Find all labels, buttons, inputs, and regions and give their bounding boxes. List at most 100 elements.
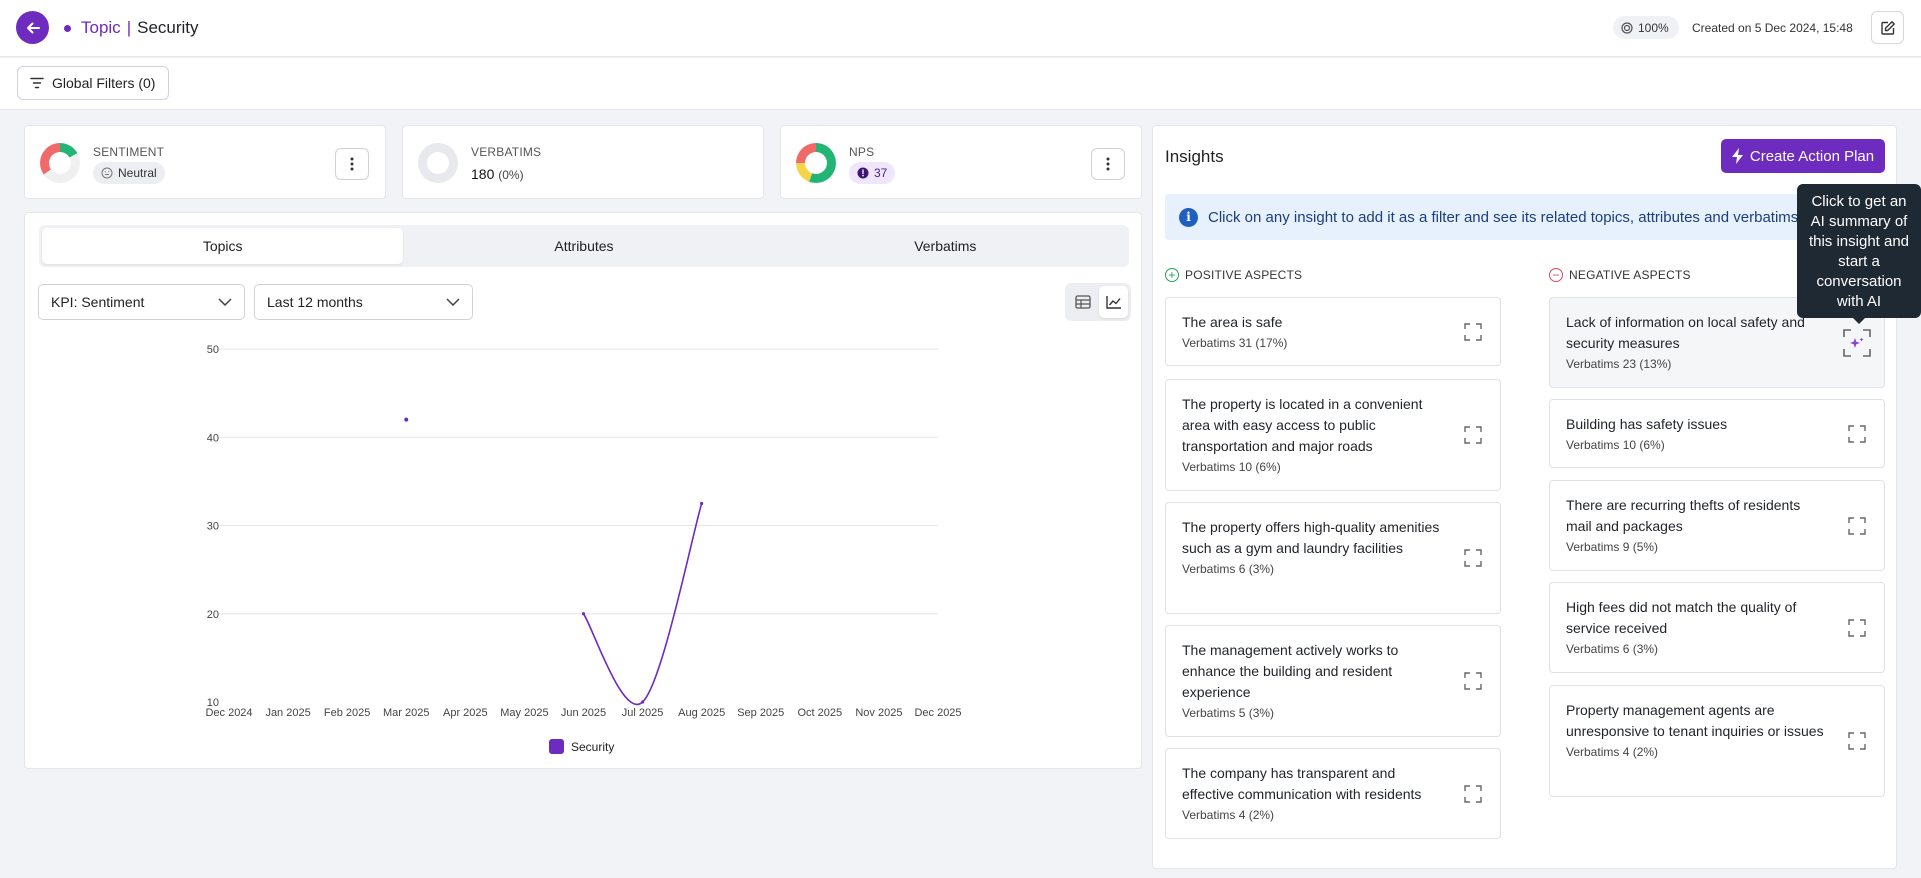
x-tick-label: Aug 2025	[678, 707, 725, 719]
ai-summary-tooltip: Click to get an AI summary of this insig…	[1797, 184, 1921, 324]
neutral-face-icon	[101, 167, 113, 179]
legend-swatch	[549, 739, 564, 754]
insight-title: There are recurring thefts of residents …	[1566, 497, 1801, 534]
target-icon	[1621, 21, 1633, 34]
expand-icon[interactable]	[1464, 672, 1482, 690]
series-line	[582, 503, 703, 706]
x-tick-label: May 2025	[500, 707, 548, 719]
y-tick-label: 10	[207, 697, 219, 709]
view-tabs: Topics Attributes Verbatims	[39, 225, 1129, 267]
expand-icon[interactable]	[1464, 784, 1482, 803]
breadcrumb-separator: |	[126, 18, 132, 37]
expand-icon[interactable]	[1464, 549, 1482, 567]
edit-icon	[1880, 20, 1895, 35]
gauge-icon	[857, 167, 869, 179]
insight-verbatims: Verbatims 31 (17%)	[1182, 336, 1288, 350]
chevron-down-icon	[446, 298, 460, 306]
edit-button[interactable]	[1871, 11, 1904, 44]
sentiment-menu-button[interactable]	[335, 148, 369, 180]
global-filters-button[interactable]: Global Filters (0)	[17, 66, 170, 100]
positive-aspects-label: POSITIVE ASPECTS	[1185, 268, 1303, 282]
tab-topics[interactable]: Topics	[42, 228, 404, 264]
sentiment-value: Neutral	[118, 166, 157, 180]
expand-icon[interactable]	[1464, 322, 1482, 341]
header-bar: Topic | Security 100% Created on 5 Dec 2…	[0, 0, 1921, 57]
insight-verbatims: Verbatims 23 (13%)	[1566, 357, 1672, 371]
insight-card-negative[interactable]: High fees did not match the quality of s…	[1549, 582, 1885, 673]
data-point	[404, 417, 409, 422]
table-icon	[1074, 295, 1091, 309]
info-banner: i Click on any insight to add it as a fi…	[1165, 194, 1885, 240]
insight-card-negative[interactable]: There are recurring thefts of residents …	[1549, 480, 1885, 571]
verbatims-value-wrap: 180 (0%)	[471, 166, 524, 182]
score-badge: 100%	[1613, 16, 1679, 39]
x-tick-label: Sep 2025	[737, 707, 784, 719]
lightning-icon	[1731, 148, 1743, 164]
verbatims-sub: (0%)	[498, 168, 524, 182]
x-tick-label: Dec 2025	[914, 707, 961, 719]
tab-verbatims[interactable]: Verbatims	[914, 238, 977, 254]
filter-icon	[30, 77, 44, 89]
line-view-button[interactable]	[1099, 286, 1128, 318]
insight-verbatims: Verbatims 6 (3%)	[1566, 642, 1659, 656]
insight-card-positive[interactable]: The company has transparent and effectiv…	[1165, 748, 1501, 839]
create-action-plan-label: Create Action Plan	[1749, 147, 1875, 165]
more-vertical-icon	[350, 157, 354, 171]
kpi-select-value: KPI: Sentiment	[51, 294, 145, 310]
nps-menu-button[interactable]	[1091, 148, 1125, 180]
x-tick-label: Jan 2025	[265, 707, 310, 719]
sentiment-line-chart: 10 20 30 40 50 Dec 2024 Jan 2025 Feb 2025 Mar 20…	[205, 344, 961, 719]
sentiment-donut	[40, 143, 80, 183]
kpi-select[interactable]: KPI: Sentiment	[38, 284, 245, 320]
period-select-value: Last 12 months	[267, 294, 363, 310]
chart-legend[interactable]: Security	[549, 739, 614, 754]
info-text: Click on any insight to add it as a filt…	[1208, 208, 1803, 226]
table-view-button[interactable]	[1068, 286, 1097, 318]
info-icon: i	[1179, 207, 1198, 227]
sentiment-card[interactable]: SENTIMENT Neutral	[24, 125, 386, 199]
insight-card-negative[interactable]: Property management agents are unrespons…	[1549, 685, 1885, 797]
verbatims-label: VERBATIMS	[471, 145, 542, 159]
ai-summary-icon[interactable]	[1843, 328, 1871, 357]
expand-icon[interactable]	[1464, 426, 1482, 444]
breadcrumb: Topic | Security	[64, 18, 199, 38]
nps-card[interactable]: NPS 37	[780, 125, 1142, 199]
y-tick-label: 50	[207, 344, 219, 356]
verbatims-card[interactable]: VERBATIMS 180 (0%)	[402, 125, 764, 199]
x-tick-label: Dec 2024	[205, 707, 252, 719]
x-tick-label: Jun 2025	[561, 707, 606, 719]
insight-verbatims: Verbatims 10 (6%)	[1182, 460, 1281, 474]
insight-card-positive[interactable]: The area is safe Verbatims 31 (17%)	[1165, 297, 1501, 366]
negative-aspects-header: − NEGATIVE ASPECTS	[1549, 268, 1691, 282]
verbatims-donut	[418, 143, 458, 183]
topic-dot-icon	[64, 24, 71, 32]
chevron-down-icon	[218, 298, 232, 306]
negative-aspects-label: NEGATIVE ASPECTS	[1569, 268, 1691, 282]
nps-value: 37	[874, 166, 888, 180]
insight-card-negative[interactable]: Building has safety issues Verbatims 10 …	[1549, 399, 1885, 468]
expand-icon[interactable]	[1848, 618, 1866, 637]
nps-badge: 37	[849, 162, 896, 184]
arrow-left-icon	[26, 22, 40, 33]
period-select[interactable]: Last 12 months	[254, 284, 473, 320]
insight-card-positive[interactable]: The property offers high-quality ameniti…	[1165, 502, 1501, 614]
back-button[interactable]	[16, 11, 49, 44]
expand-icon[interactable]	[1848, 516, 1866, 535]
nps-label: NPS	[849, 145, 875, 159]
created-timestamp: Created on 5 Dec 2024, 15:48	[1692, 21, 1853, 35]
insight-card-positive[interactable]: The management actively works to enhance…	[1165, 625, 1501, 737]
expand-icon[interactable]	[1848, 732, 1866, 750]
minus-circle-icon: −	[1549, 268, 1563, 282]
y-tick-label: 20	[207, 609, 219, 621]
x-tick-label: Mar 2025	[383, 707, 429, 719]
expand-icon[interactable]	[1848, 424, 1866, 443]
breadcrumb-topic[interactable]: Topic	[81, 18, 121, 37]
insight-title: The property offers high-quality ameniti…	[1182, 519, 1440, 556]
y-tick-label: 30	[207, 521, 219, 533]
tab-attributes[interactable]: Attributes	[554, 238, 614, 254]
chart-panel: Topics Attributes Verbatims KPI: Sentime…	[24, 212, 1142, 769]
create-action-plan-button[interactable]: Create Action Plan	[1721, 139, 1885, 173]
sentiment-badge: Neutral	[93, 162, 165, 184]
data-point	[640, 700, 645, 704]
insight-card-positive[interactable]: The property is located in a convenient …	[1165, 379, 1501, 491]
